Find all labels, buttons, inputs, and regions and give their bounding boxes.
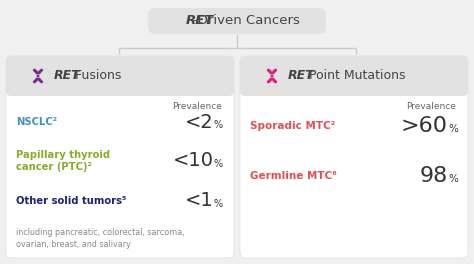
Text: %: % [214, 159, 223, 169]
FancyBboxPatch shape [240, 56, 468, 96]
Text: RET-Driven Cancers: RET-Driven Cancers [172, 15, 302, 27]
FancyBboxPatch shape [148, 8, 326, 34]
Text: Point Mutations: Point Mutations [305, 69, 405, 82]
Text: RET: RET [185, 15, 214, 27]
Text: Prevalence: Prevalence [172, 102, 222, 111]
Text: %: % [214, 120, 223, 130]
Text: Fusions: Fusions [71, 69, 121, 82]
Text: Germline MTC⁶: Germline MTC⁶ [250, 171, 337, 181]
Circle shape [37, 75, 39, 77]
Text: including pancreatic, colorectal, sarcoma,
ovarian, breast, and salivary: including pancreatic, colorectal, sarcom… [16, 228, 185, 249]
Circle shape [271, 75, 273, 77]
Text: <1: <1 [185, 191, 214, 210]
Text: Sporadic MTC²: Sporadic MTC² [250, 121, 335, 131]
Text: -Driven Cancers: -Driven Cancers [192, 15, 300, 27]
Text: RET-Driven Cancers: RET-Driven Cancers [172, 15, 302, 27]
Text: Other solid tumors⁵: Other solid tumors⁵ [16, 196, 127, 206]
Text: <2: <2 [185, 112, 214, 131]
Text: <10: <10 [173, 152, 214, 171]
Text: %: % [448, 124, 458, 134]
Text: Prevalence: Prevalence [406, 102, 456, 111]
FancyBboxPatch shape [6, 56, 234, 258]
Text: NSCLC²: NSCLC² [16, 117, 57, 127]
Text: RET: RET [288, 69, 315, 82]
Text: >60: >60 [401, 116, 448, 136]
FancyBboxPatch shape [6, 56, 234, 96]
Text: 98: 98 [420, 166, 448, 186]
Text: %: % [448, 174, 458, 184]
Text: %: % [214, 199, 223, 209]
Text: Papillary thyroid
cancer (PTC)²: Papillary thyroid cancer (PTC)² [16, 150, 110, 172]
FancyBboxPatch shape [240, 56, 468, 258]
Text: RET: RET [54, 69, 81, 82]
